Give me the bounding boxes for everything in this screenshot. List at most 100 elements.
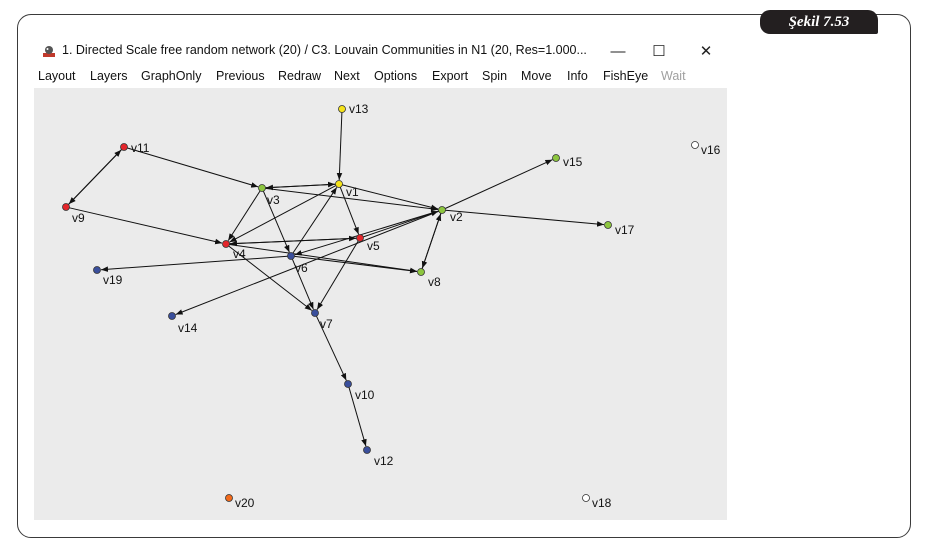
menu-redraw[interactable]: Redraw [278,69,322,83]
edge-v8-v2 [421,213,442,269]
node-dot-v7[interactable] [311,309,319,317]
node-dot-v2[interactable] [438,206,446,214]
edge-v9-v4 [69,207,223,245]
menu-next[interactable]: Next [334,69,360,83]
menu-move[interactable]: Move [521,69,552,83]
node-label-v6: v6 [295,261,308,275]
menu-layout[interactable]: Layout [38,69,76,83]
menu-export[interactable]: Export [432,69,469,83]
node-v19[interactable]: v19 [93,266,123,288]
node-dot-v20[interactable] [225,494,233,502]
edge-v3-v2 [265,187,439,212]
node-dot-v16[interactable] [691,141,699,149]
node-dot-v4[interactable] [222,240,230,248]
node-label-v2: v2 [450,210,463,224]
node-label-v18: v18 [592,496,612,510]
node-v6[interactable]: v6 [287,252,309,276]
node-dot-v12[interactable] [363,446,371,454]
edge-v5-v4 [229,237,357,247]
node-v7[interactable]: v7 [311,309,334,332]
node-v9[interactable]: v9 [62,203,86,226]
edge-v2-v6 [294,210,439,256]
edge-v6-v19 [100,255,288,272]
node-v15[interactable]: v15 [552,154,583,170]
edge-v10-v12 [348,387,367,447]
nodes-layer[interactable]: v1 v2 v3 v4 v5 v6 v7 v8 v9 v10 v11 v12 v13 v14 v15 v16 v… [62,102,721,511]
menu-info[interactable]: Info [567,69,588,83]
network-graph[interactable]: v1 v2 v3 v4 v5 v6 v7 v8 v9 v10 v11 v12 v13 v14 v15 v16 v… [34,88,727,520]
minimize-button[interactable]: — [610,42,626,60]
menu-options[interactable]: Options [374,69,418,83]
node-label-v20: v20 [235,496,255,510]
node-label-v10: v10 [355,388,375,402]
node-v10[interactable]: v10 [344,380,375,403]
node-label-v11: v11 [131,141,150,155]
node-label-v12: v12 [374,454,394,468]
node-v16[interactable]: v16 [691,141,721,158]
menu-graphonly[interactable]: GraphOnly [141,69,202,83]
edge-v5-v2 [363,210,439,238]
app-logo-icon [43,46,55,57]
window-title: 1. Directed Scale free random network (2… [62,43,587,57]
edge-v11-v3 [127,147,259,188]
node-dot-v6[interactable] [287,252,295,260]
node-label-v5: v5 [367,239,380,253]
node-v12[interactable]: v12 [363,446,394,469]
node-v11[interactable]: v11 [120,141,150,155]
menu-fisheye[interactable]: FishEye [603,69,649,83]
node-label-v19: v19 [103,273,123,287]
edge-v4-v8 [229,244,418,274]
node-v14[interactable]: v14 [168,312,198,336]
title-bar: 1. Directed Scale free random network (2… [34,36,727,66]
edge-v1-v4 [229,185,337,243]
menu-previous[interactable]: Previous [216,69,265,83]
edge-v2-v15 [444,159,553,209]
node-v1[interactable]: v1 [335,180,360,200]
node-v4[interactable]: v4 [222,240,247,262]
close-button[interactable]: ✕ [699,43,713,60]
graph-canvas[interactable]: v1 v2 v3 v4 v5 v6 v7 v8 v9 v10 v11 v12 v13 v14 v15 v16 v… [34,88,727,520]
edge-v1-v5 [339,187,360,235]
node-v5[interactable]: v5 [356,234,381,254]
node-v13[interactable]: v13 [338,102,369,116]
app-window: 1. Directed Scale free random network (2… [34,36,727,520]
node-dot-v19[interactable] [93,266,101,274]
node-dot-v17[interactable] [604,221,612,229]
node-label-v8: v8 [428,275,441,289]
node-label-v4: v4 [233,247,246,261]
edge-v1-v3 [265,183,336,191]
edge-v3-v6 [262,191,290,253]
menu-spin[interactable]: Spin [482,69,508,83]
node-dot-v13[interactable] [338,105,346,113]
node-dot-v9[interactable] [62,203,70,211]
node-label-v16: v16 [701,143,721,157]
menu-bar: Layout Layers GraphOnly Previous Redraw … [34,66,727,88]
edge-v3-v4 [227,190,261,241]
edge-v4-v7 [228,245,313,311]
node-v18[interactable]: v18 [582,494,612,511]
node-dot-v11[interactable] [120,143,128,151]
menu-layers[interactable]: Layers [90,69,128,83]
node-dot-v15[interactable] [552,154,560,162]
node-v17[interactable]: v17 [604,221,635,238]
node-dot-v8[interactable] [417,268,425,276]
node-v8[interactable]: v8 [417,268,442,290]
node-dot-v18[interactable] [582,494,590,502]
maximize-button[interactable]: ☐ [652,43,666,60]
node-v2[interactable]: v2 [438,206,464,225]
edge-v2-v17 [445,209,605,227]
edge-v6-v8 [294,255,418,274]
node-v20[interactable]: v20 [225,494,255,511]
edges-layer [68,112,605,447]
node-dot-v14[interactable] [168,312,176,320]
edge-v7-v10 [316,315,347,381]
node-dot-v5[interactable] [356,234,364,242]
menu-wait: Wait [661,69,686,83]
node-dot-v10[interactable] [344,380,352,388]
node-dot-v1[interactable] [335,180,343,188]
node-dot-v3[interactable] [258,184,266,192]
edge-v1-v2 [342,184,439,211]
node-label-v15: v15 [563,155,583,169]
edge-v2-v14 [175,210,439,315]
node-v3[interactable]: v3 [258,184,281,208]
